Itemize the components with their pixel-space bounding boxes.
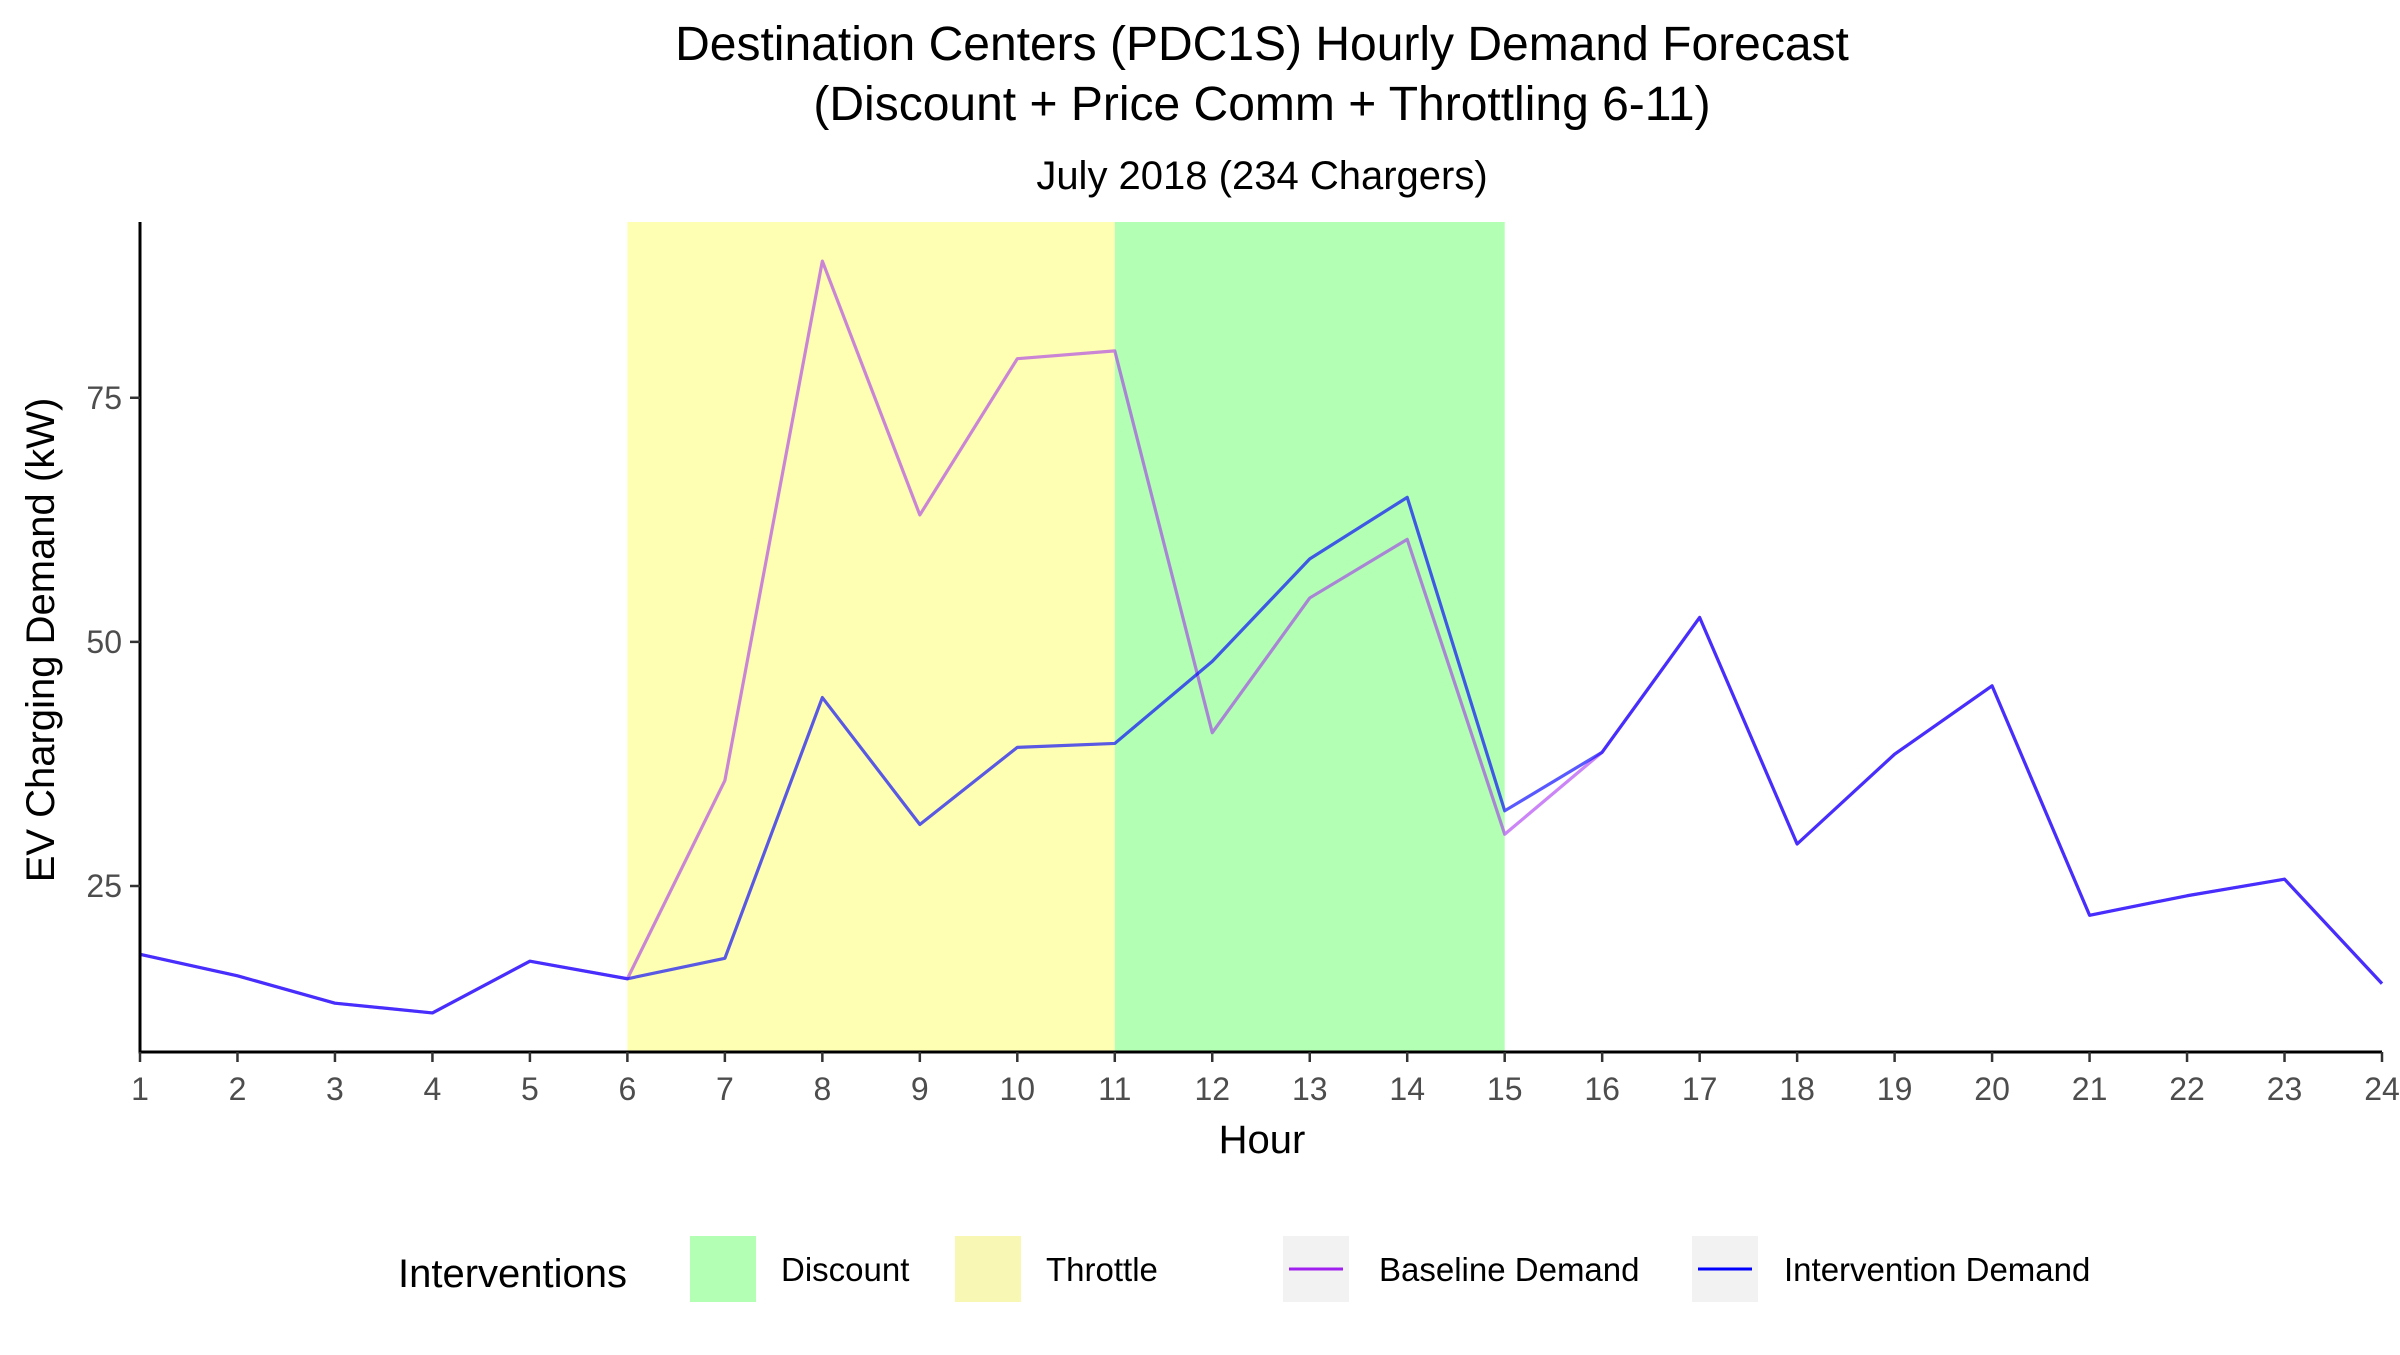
axes: 1 2 3 4 5 6 7 8 9 10 11 12 13 14 15 16 17 18 19 20 21 22 23 242… <box>86 222 2400 1107</box>
x-tick-label: 12 <box>1194 1071 1230 1107</box>
x-tick-label: 1 <box>131 1071 149 1107</box>
x-tick-label: 13 <box>1292 1071 1328 1107</box>
x-tick-label: 19 <box>1877 1071 1913 1107</box>
legend-label-discount: Discount <box>781 1251 909 1288</box>
legend-item-discount: Discount <box>690 1236 909 1302</box>
legend-key-throttle <box>955 1236 1021 1302</box>
legend-item-throttle: Throttle <box>955 1236 1158 1302</box>
x-tick-label: 18 <box>1779 1071 1815 1107</box>
x-tick-label: 22 <box>2169 1071 2205 1107</box>
series-lines <box>139 259 2384 1015</box>
x-tick-label: 21 <box>2072 1071 2108 1107</box>
chart-title: Destination Centers (PDC1S) Hourly Deman… <box>675 18 1849 71</box>
x-tick-label: 8 <box>813 1071 831 1107</box>
x-tick-label: 14 <box>1389 1071 1425 1107</box>
x-tick-label: 20 <box>1974 1071 2010 1107</box>
x-tick-label: 10 <box>1000 1071 1036 1107</box>
legend-label-throttle: Throttle <box>1046 1251 1158 1288</box>
legend: Interventions Discount Throttle Baseline D… <box>398 1236 2090 1302</box>
y-tick-label: 25 <box>86 868 122 904</box>
legend-label-baseline-demand: Baseline Demand <box>1379 1251 1640 1288</box>
x-tick-label: 11 <box>1098 1071 1131 1107</box>
x-tick-label: 2 <box>229 1071 247 1107</box>
x-tick-label: 23 <box>2267 1071 2303 1107</box>
intervention-demand-line <box>139 495 2384 1015</box>
intervention-bands <box>627 222 1505 1052</box>
y-axis-title: EV Charging Demand (kW) <box>19 398 63 883</box>
chart-subtitle: July 2018 (234 Chargers) <box>1036 154 1487 198</box>
x-axis-title: Hour <box>1219 1118 1306 1162</box>
throttle-band <box>627 222 1115 1052</box>
x-tick-label: 4 <box>424 1071 442 1107</box>
x-tick-label: 7 <box>716 1071 734 1107</box>
legend-item-intervention-demand: Intervention Demand <box>1692 1236 2090 1302</box>
discount-band <box>1114 222 1505 1052</box>
legend-label-intervention-demand: Intervention Demand <box>1784 1251 2090 1288</box>
x-tick-label: 3 <box>326 1071 344 1107</box>
x-tick-label: 5 <box>521 1071 539 1107</box>
x-tick-label: 16 <box>1584 1071 1620 1107</box>
x-tick-label: 9 <box>911 1071 929 1107</box>
x-tick-label: 6 <box>618 1071 636 1107</box>
y-tick-label: 75 <box>86 380 122 416</box>
chart-title-line-2: (Discount + Price Comm + Throttling 6-11… <box>813 78 1710 131</box>
legend-key-discount <box>690 1236 756 1302</box>
legend-title: Interventions <box>398 1252 627 1296</box>
y-tick-label: 50 <box>86 624 122 660</box>
x-tick-label: 24 <box>2364 1071 2400 1107</box>
legend-item-baseline-demand: Baseline Demand <box>1283 1236 1640 1302</box>
x-tick-label: 15 <box>1487 1071 1523 1107</box>
x-tick-label: 17 <box>1682 1071 1718 1107</box>
